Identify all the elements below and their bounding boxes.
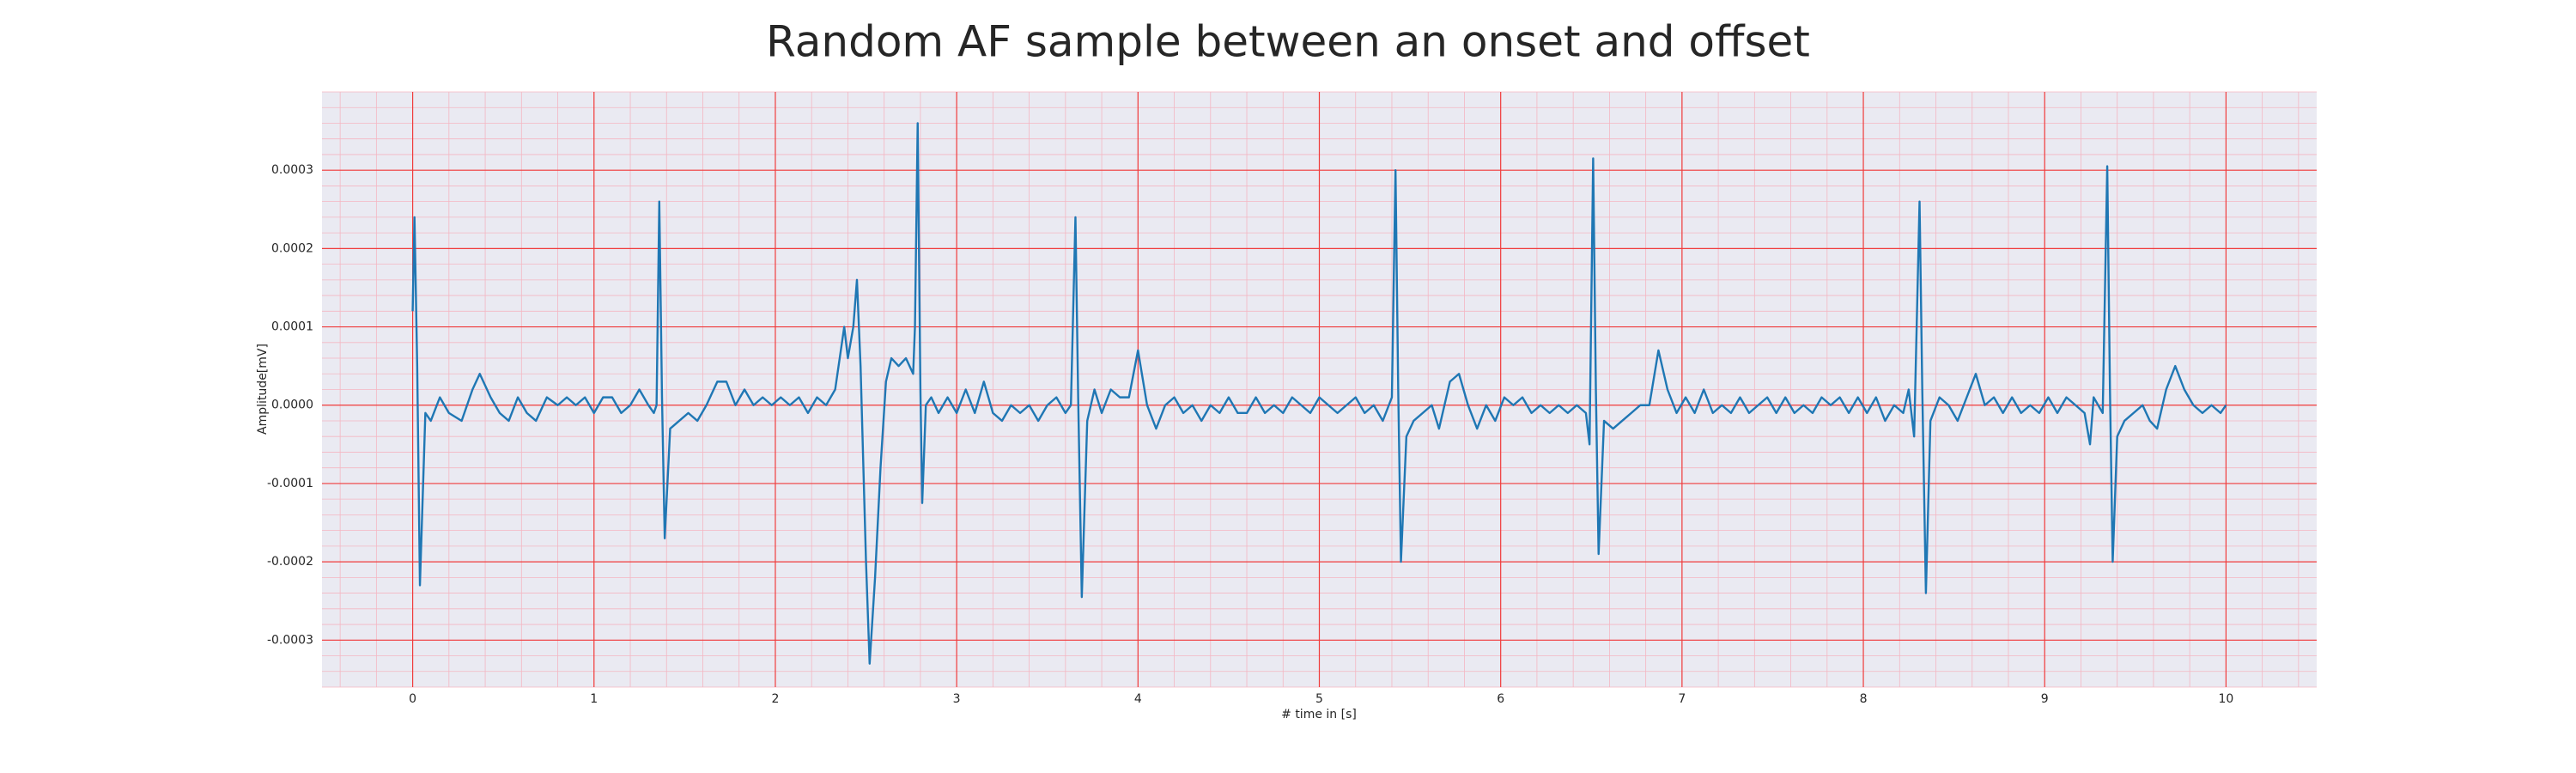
- y-tick-label: -0.0002: [267, 555, 313, 569]
- x-tick-label: 7: [1678, 692, 1686, 706]
- x-tick-label: 4: [1134, 692, 1142, 706]
- y-tick-label: 0.0002: [271, 241, 313, 255]
- x-tick-label: 3: [953, 692, 961, 706]
- x-tick-label: 2: [771, 692, 779, 706]
- x-axis-label: # time in [s]: [1281, 708, 1357, 721]
- plot-area: [322, 91, 2317, 688]
- x-tick-label: 8: [1860, 692, 1868, 706]
- y-axis-label: Amplitude[mV]: [256, 344, 270, 435]
- y-tick-label: -0.0003: [267, 633, 313, 647]
- x-tick-label: 10: [2218, 692, 2233, 706]
- y-tick-label: 0.0000: [271, 399, 313, 412]
- y-tick-label: -0.0001: [267, 477, 313, 490]
- signal-line: [411, 122, 2227, 665]
- x-tick-label: 5: [1315, 692, 1323, 706]
- y-tick-label: 0.0003: [271, 163, 313, 177]
- x-tick-label: 9: [2041, 692, 2049, 706]
- x-tick-label: 1: [590, 692, 598, 706]
- x-tick-label: 6: [1497, 692, 1504, 706]
- y-tick-label: 0.0001: [271, 320, 313, 334]
- x-tick-label: 0: [409, 692, 416, 706]
- chart-title: Random AF sample between an onset and of…: [766, 17, 1810, 67]
